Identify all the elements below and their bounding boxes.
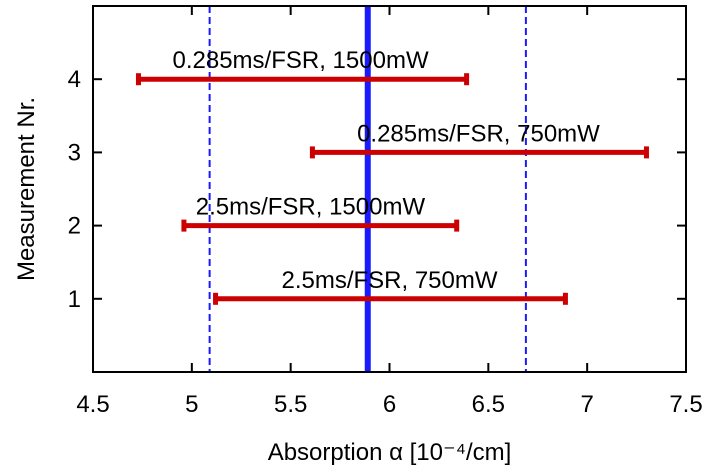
y-tick-label: 2 [68, 213, 81, 240]
x-axis-ticks: 4.5 5 5.5 6 6.5 7 7.5 [76, 6, 703, 418]
x-tick-label: 5 [185, 391, 198, 418]
y-tick-label: 3 [68, 139, 81, 166]
x-tick-label: 7 [580, 391, 593, 418]
error-bar [135, 73, 470, 86]
y-axis-title: Measurement Nr. [13, 97, 40, 281]
error-bars [135, 73, 649, 305]
measurement-label: 0.285ms/FSR, 1500mW [173, 47, 429, 74]
x-tick-label: 5.5 [274, 391, 307, 418]
measurement-label: 0.285ms/FSR, 750mW [357, 120, 600, 147]
measurement-label: 2.5ms/FSR, 750mW [281, 267, 497, 294]
y-axis-ticks: 1 2 3 4 [68, 66, 686, 313]
error-bar [213, 292, 568, 305]
x-tick-label: 7.5 [669, 391, 702, 418]
measurement-labels: 2.5ms/FSR, 750mW 2.5ms/FSR, 1500mW 0.285ms… [173, 47, 601, 294]
reference-lines [208, 6, 527, 372]
measurement-label: 2.5ms/FSR, 1500mW [196, 194, 426, 221]
x-tick-label: 6 [383, 391, 396, 418]
x-tick-label: 6.5 [472, 391, 505, 418]
error-bar [181, 219, 460, 232]
y-tick-label: 1 [68, 286, 81, 313]
x-tick-label: 4.5 [76, 391, 109, 418]
x-axis-title: Absorption α [10⁻⁴/cm] [268, 439, 512, 466]
error-bar [309, 146, 649, 159]
y-tick-label: 4 [68, 66, 81, 93]
